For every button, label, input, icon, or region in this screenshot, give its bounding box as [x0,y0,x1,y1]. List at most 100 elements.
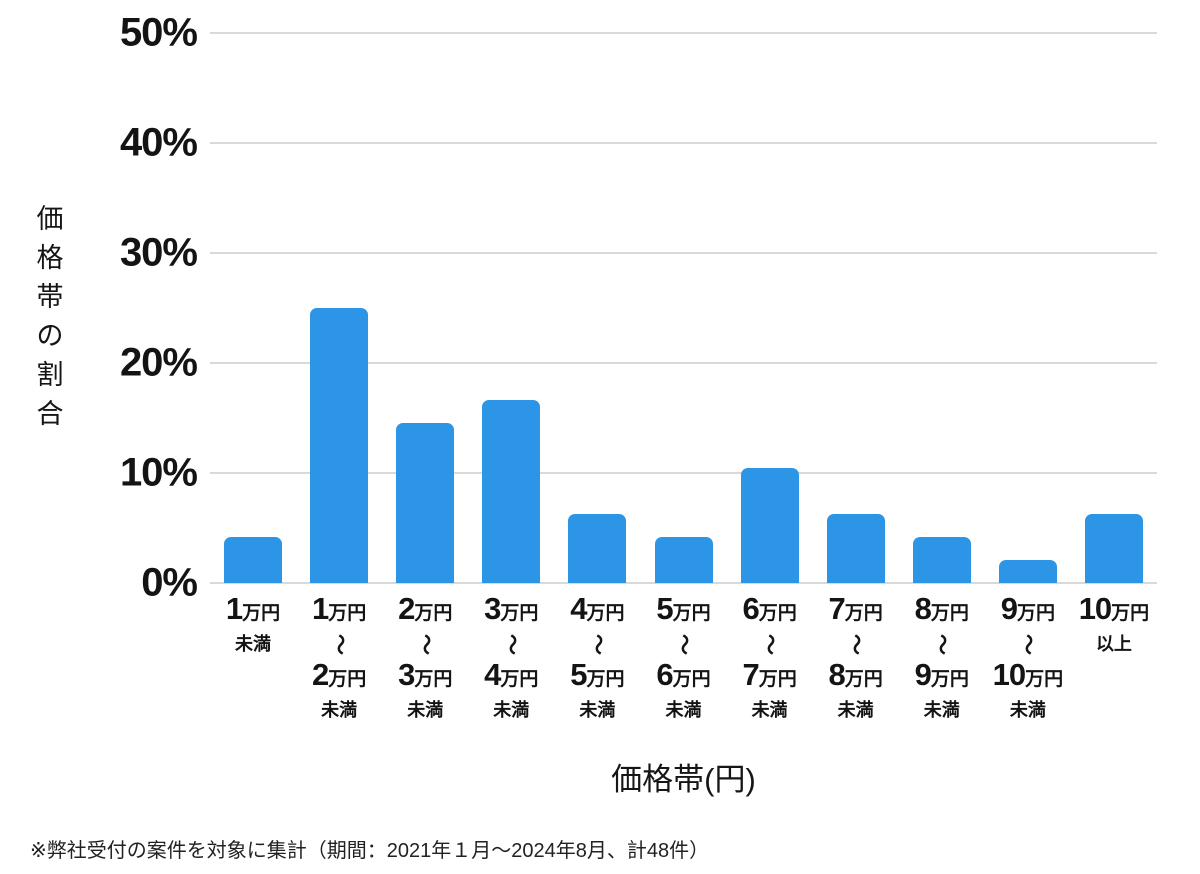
x-label-unit: 万円 [586,603,625,624]
y-axis-title: 価格帯の割合 [30,200,70,434]
x-label-qualifier: 未満 [837,700,874,720]
x-label-qualifier: 未満 [321,700,358,720]
y-tick-label-40: 40% [119,120,198,165]
x-label-unit: 万円 [930,669,969,690]
y-axis-title-char-3: 帯 [36,282,64,312]
x-label-number: 7 [828,591,846,626]
x-label-tilde: 〜 [554,631,640,658]
x-label-unit: 万円 [844,669,883,690]
bar-11 [1084,514,1143,583]
x-label-amount: 8万円 [899,592,985,631]
x-label-unit: 万円 [672,669,711,690]
x-label-tilde: 〜 [296,631,382,658]
x-label-tilde: 〜 [468,631,554,658]
x-label-number: 2 [398,591,415,626]
x-label-number: 3 [484,591,501,626]
x-label-6: 5万円〜 6万円 未満 [640,592,726,724]
x-label-number: 10 [992,657,1026,692]
x-label-amount: 4万円 [554,592,640,631]
x-label-number: 5 [656,591,673,626]
x-label-amount: 2万円 [382,592,468,631]
x-label-qualifier: 以上 [1095,634,1132,654]
x-label-unit: 万円 [500,669,539,690]
x-label-qualifier: 未満 [407,700,444,720]
x-label-unit: 万円 [414,603,453,624]
x-label-unit: 万円 [672,603,711,624]
bar-1 [224,537,283,583]
x-label-unit: 万円 [328,603,367,624]
tilde-glyph: 〜 [671,634,695,655]
x-label-10: 9万円〜 10万円 未満 [985,592,1071,724]
gridline-0 [210,582,1157,584]
x-label-amount: 5万円 [640,592,726,631]
x-label-amount: 5万円 [554,658,640,697]
x-label-amount: 9万円 [899,658,985,697]
x-label-number: 7 [742,657,759,692]
tilde-glyph: 〜 [844,634,868,655]
bar-5 [568,514,627,583]
x-label-7: 6万円〜 7万円 未満 [727,592,813,724]
bar-2 [310,308,369,583]
x-label-qualifier: 未満 [235,634,272,654]
x-label-5: 4万円〜 5万円 未満 [554,592,640,724]
x-label-amount: 7万円 [813,592,899,631]
y-tick-label-50: 50% [119,10,198,55]
x-label-unit: 万円 [328,669,367,690]
y-tick-label-30: 30% [119,230,198,275]
tilde-glyph: 〜 [499,634,523,655]
gridline-30 [210,252,1157,254]
tilde-glyph: 〜 [758,634,782,655]
x-label-qualifier: 未満 [751,700,788,720]
bar-10 [998,560,1057,583]
tilde-glyph: 〜 [1016,634,1040,655]
x-label-unit: 万円 [500,603,539,624]
x-label-number: 3 [398,657,415,692]
gridline-50 [210,32,1157,34]
x-label-number: 1 [225,591,243,626]
gridline-20 [210,362,1157,364]
y-axis-title-char-4: の [36,321,64,351]
x-label-amount: 2万円 [296,658,382,697]
y-tick-label-0: 0% [141,560,198,605]
x-label-amount: 4万円 [468,658,554,697]
plot-area [210,32,1157,584]
x-label-amount: 3万円 [468,592,554,631]
bar-8 [826,514,885,583]
x-label-amount: 10万円 [1071,592,1157,631]
x-label-amount: 1万円 [210,592,296,631]
x-label-unit: 万円 [414,669,453,690]
y-tick-label-20: 20% [119,340,198,385]
tilde-glyph: 〜 [327,634,351,655]
x-label-unit: 万円 [586,669,625,690]
x-label-number: 4 [570,591,587,626]
x-label-tilde: 〜 [382,631,468,658]
x-label-number: 9 [1000,591,1018,626]
bar-6 [654,537,713,583]
x-label-4: 3万円〜 4万円 未満 [468,592,554,724]
y-axis-title-char-5: 割 [36,360,64,390]
y-tick-label-10: 10% [119,450,198,495]
x-label-qualifier: 未満 [1009,700,1046,720]
x-label-unit: 万円 [758,603,797,624]
bar-3 [396,422,455,583]
x-label-unit: 万円 [758,669,797,690]
tilde-glyph: 〜 [585,634,609,655]
x-label-number: 8 [828,657,846,692]
x-label-9: 8万円〜 9万円 未満 [899,592,985,724]
bar-9 [912,537,971,583]
x-label-amount: 8万円 [813,658,899,697]
x-label-tilde: 〜 [985,631,1071,658]
x-label-qualifier: 未満 [579,700,616,720]
x-axis-title: 価格帯(円) [611,762,756,797]
x-label-qualifier: 未満 [923,700,960,720]
x-label-unit: 万円 [1025,669,1064,690]
footnote: ※弊社受付の案件を対象に集計（期間：2021年１月～2024年8月、計48件） [30,840,710,862]
bar-7 [740,468,799,583]
x-label-11: 10万円以上 [1071,592,1157,658]
x-label-tilde: 〜 [899,631,985,658]
x-label-amount: 1万円 [296,592,382,631]
x-label-amount: 6万円 [727,592,813,631]
x-label-number: 8 [914,591,932,626]
x-label-8: 7万円〜 8万円 未満 [813,592,899,724]
x-label-number: 6 [656,657,673,692]
